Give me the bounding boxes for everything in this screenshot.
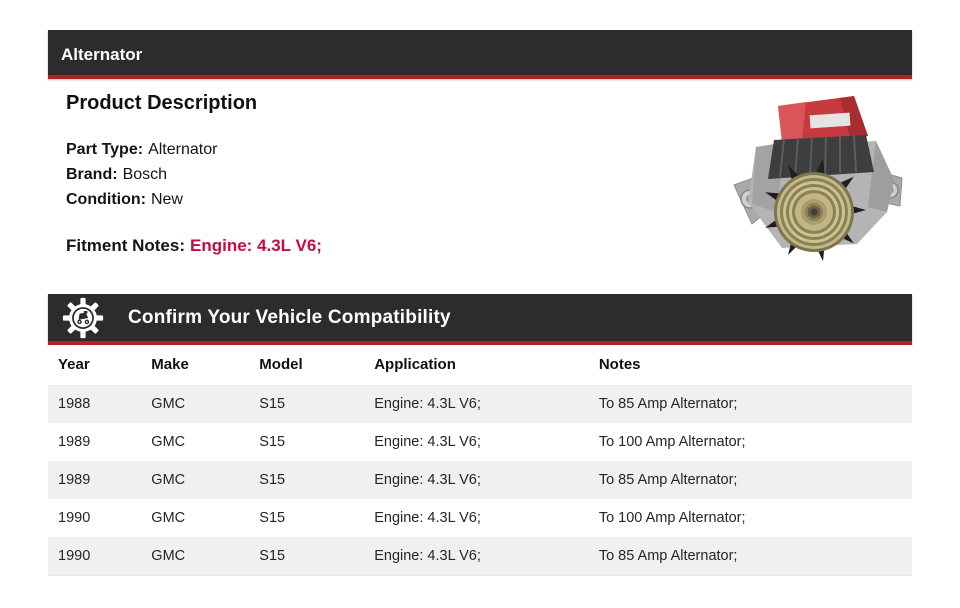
product-photo — [726, 92, 908, 264]
cell-year: 1989 — [58, 472, 91, 488]
table-row: 1989 GMC S15 Engine: 4.3L V6; To 85 Amp … — [48, 461, 912, 499]
cell-application: Engine: 4.3L V6; — [374, 396, 481, 413]
cell-application: Engine: 4.3L V6; — [374, 472, 481, 488]
product-description-section: Product Description Part Type: Alternator… — [48, 90, 912, 262]
cell-model: S15 — [259, 472, 286, 488]
engine-gear-icon — [62, 297, 104, 338]
field-value: Alternator — [148, 141, 218, 158]
table-row: 1990 GMC S15 Engine: 4.3L V6; To 85 Amp … — [48, 537, 912, 575]
cell-year: 1990 — [58, 510, 91, 526]
col-notes: Notes — [588, 345, 912, 386]
col-application: Application — [364, 345, 589, 386]
field-label: Part Type: — [66, 141, 144, 158]
field-condition: Condition: New — [66, 187, 912, 212]
cell-notes: To 100 Amp Alternator; — [598, 434, 746, 450]
cell-model: S15 — [259, 434, 286, 450]
cell-notes: To 85 Amp Alternator; — [598, 396, 738, 413]
table-row: 1990 GMC S15 Engine: 4.3L V6; To 100 Amp… — [48, 499, 912, 537]
cell-notes: To 85 Amp Alternator; — [598, 547, 738, 564]
compatibility-title: Confirm Your Vehicle Compatibility — [128, 306, 451, 328]
fitment-notes: Fitment Notes: Engine: 4.3L V6; — [66, 234, 912, 257]
compatibility-table: Year Make Model Application Notes 1988 G… — [48, 345, 912, 576]
cell-application: Engine: 4.3L V6; — [374, 434, 481, 450]
content-container: Alternator — [48, 30, 912, 576]
field-part-type: Part Type: Alternator — [66, 137, 912, 162]
cell-application: Engine: 4.3L V6; — [374, 510, 481, 526]
field-brand: Brand: Bosch — [66, 162, 912, 187]
field-label: Condition: — [66, 191, 146, 208]
cell-make: GMC — [151, 434, 186, 450]
cell-year: 1989 — [58, 434, 91, 450]
field-value: Bosch — [122, 166, 168, 183]
cell-model: S15 — [259, 547, 286, 564]
field-value: New — [150, 191, 183, 208]
product-title-bar: Alternator — [48, 30, 912, 79]
fitment-label: Fitment Notes: — [66, 236, 185, 255]
col-make: Make — [141, 345, 250, 386]
cell-model: S15 — [259, 396, 286, 413]
cell-make: GMC — [151, 547, 186, 564]
product-title: Alternator — [61, 45, 143, 64]
table-header-row: Year Make Model Application Notes — [48, 345, 912, 386]
cell-make: GMC — [151, 510, 186, 526]
cell-notes: To 85 Amp Alternator; — [598, 472, 738, 488]
product-fields: Part Type: Alternator Brand: Bosch Conditi… — [66, 137, 912, 212]
cell-application: Engine: 4.3L V6; — [374, 547, 481, 564]
cell-year: 1988 — [58, 396, 91, 413]
table-row: 1989 GMC S15 Engine: 4.3L V6; To 100 Amp… — [48, 423, 912, 461]
cell-make: GMC — [151, 472, 186, 488]
col-model: Model — [249, 345, 365, 386]
field-label: Brand: — [66, 166, 118, 183]
compatibility-header-bar: Confirm Your Vehicle Compatibility — [48, 294, 912, 345]
cell-model: S15 — [259, 510, 286, 526]
col-year: Year — [48, 345, 142, 386]
table-row: 1988 GMC S15 Engine: 4.3L V6; To 85 Amp … — [48, 385, 912, 423]
cell-year: 1990 — [58, 547, 91, 564]
section-title: Product Description — [66, 92, 258, 114]
alternator-photo-illustration — [733, 96, 903, 262]
fitment-value: Engine: 4.3L V6; — [190, 236, 322, 255]
cell-make: GMC — [151, 396, 186, 413]
cell-notes: To 100 Amp Alternator; — [598, 510, 746, 526]
